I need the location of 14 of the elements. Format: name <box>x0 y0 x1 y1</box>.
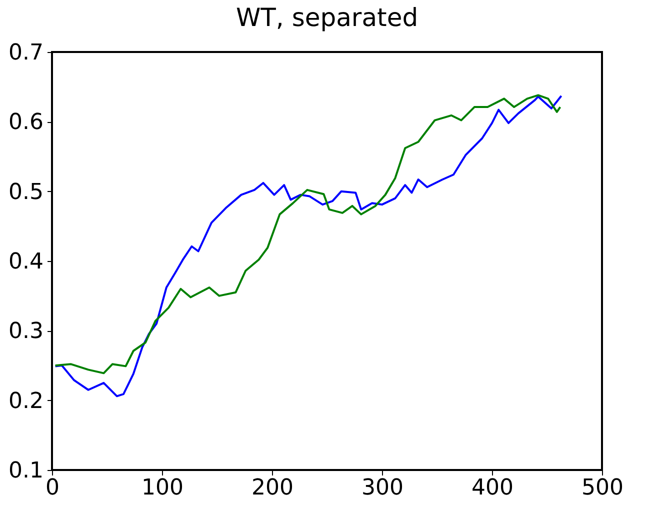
y-tick-label: 0.6 <box>8 110 44 136</box>
chart-title: WT, separated <box>236 3 418 32</box>
x-tick-label: 0 <box>46 476 60 500</box>
x-tick-label: 200 <box>252 476 294 500</box>
y-tick-label: 0.2 <box>8 388 44 414</box>
y-tick-label: 0.3 <box>8 319 44 344</box>
y-tick-label: 0.7 <box>8 40 44 66</box>
y-tick-label: 0.1 <box>8 458 44 484</box>
x-tick-label: 500 <box>582 476 624 500</box>
y-tick-label: 0.4 <box>8 250 44 274</box>
x-tick-label: 400 <box>472 476 514 500</box>
y-tick-label: 0.5 <box>8 180 44 205</box>
x-tick-label: 100 <box>142 476 184 500</box>
x-tick-label: 300 <box>362 476 404 500</box>
